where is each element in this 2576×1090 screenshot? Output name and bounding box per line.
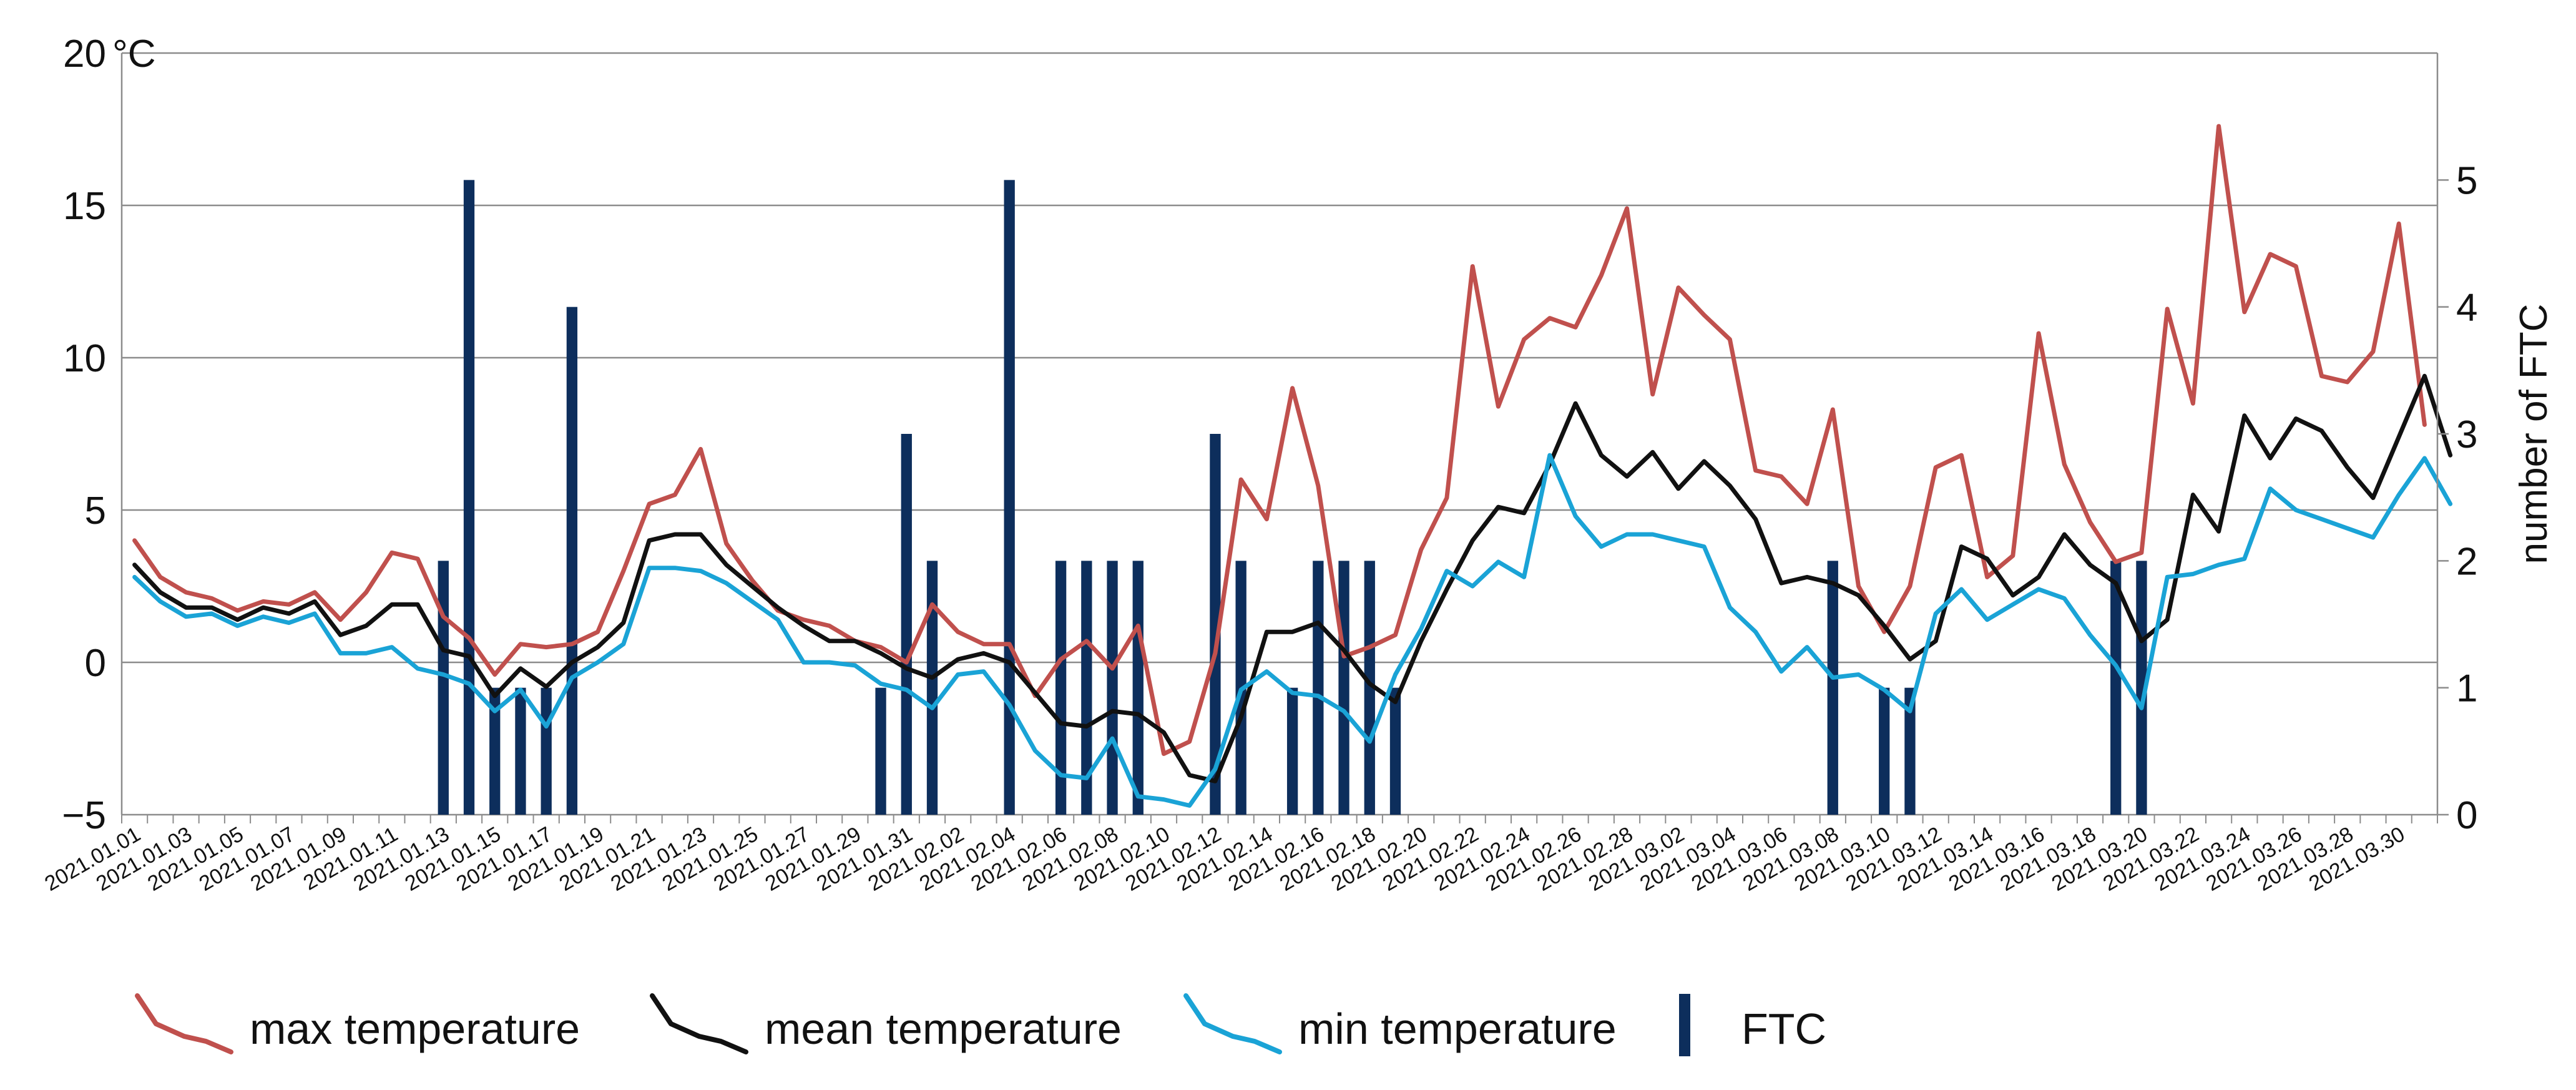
ftc-bars [438, 180, 2147, 815]
ftc-bar [541, 687, 552, 815]
ftc-bar [1338, 561, 1349, 815]
ftc-bar [1132, 561, 1144, 815]
ftc-bar [566, 307, 578, 815]
ftc-bar [1210, 434, 1221, 815]
y-left-tick-label: −5 [62, 794, 106, 837]
ftc-bar [926, 561, 938, 815]
legend-label: FTC [1741, 1004, 1826, 1053]
y-right-axis-title: number of FTC [2512, 304, 2555, 564]
max-temperature-line [132, 124, 2427, 756]
y-left-unit-label: °C [112, 32, 156, 76]
ftc-bar [875, 687, 886, 815]
ftc-bar [1313, 561, 1324, 815]
y-right-tick-label: 1 [2456, 667, 2477, 710]
ftc-bar [1827, 561, 1838, 815]
ftc-bar [438, 561, 449, 815]
y-right-tick-label: 3 [2456, 413, 2477, 456]
min-temperature-line [132, 453, 2453, 808]
y-right-tick-label: 5 [2456, 159, 2477, 202]
y-right-tick-label: 0 [2456, 794, 2477, 837]
ftc-bar [2136, 561, 2147, 815]
legend-swatch-max-temperature [135, 993, 233, 1054]
ftc-bar [1004, 180, 1015, 815]
ftc-bar [1364, 561, 1375, 815]
legend-label: max temperature [250, 1004, 580, 1053]
ftc-bar [1879, 687, 1890, 815]
y-right-tick-label: 4 [2456, 287, 2477, 330]
legend-swatch-min-temperature [1183, 993, 1282, 1054]
y-left-tick-label: 20 [63, 32, 106, 76]
ftc-bar [1389, 687, 1401, 815]
ftc-bar [1081, 561, 1092, 815]
legend-swatch-ftc [1679, 994, 1690, 1056]
legend-label: mean temperature [765, 1004, 1122, 1053]
ftc-bar [2110, 561, 2122, 815]
ftc-bar [463, 180, 475, 815]
ftc-bar [1286, 687, 1298, 815]
y-left-tick-label: 10 [63, 337, 106, 380]
ftc-bar [515, 687, 526, 815]
y-left-tick-label: 5 [85, 489, 106, 533]
ftc-bar [901, 434, 912, 815]
ftc-bar [489, 687, 501, 815]
y-left-tick-label: 15 [63, 185, 106, 228]
y-left-tick-label: 0 [85, 642, 106, 685]
legend-swatch-mean-temperature [650, 993, 748, 1054]
ftc-bar [1107, 561, 1118, 815]
y-right-tick-label: 2 [2456, 540, 2477, 583]
mean-temperature-line [132, 373, 2453, 783]
legend-label: min temperature [1298, 1004, 1617, 1053]
ftc-bar [1055, 561, 1067, 815]
ftc-bar [1904, 687, 1916, 815]
temperature-lines [132, 124, 2453, 808]
legend: max temperature mean temperature min tempe… [135, 993, 1826, 1056]
